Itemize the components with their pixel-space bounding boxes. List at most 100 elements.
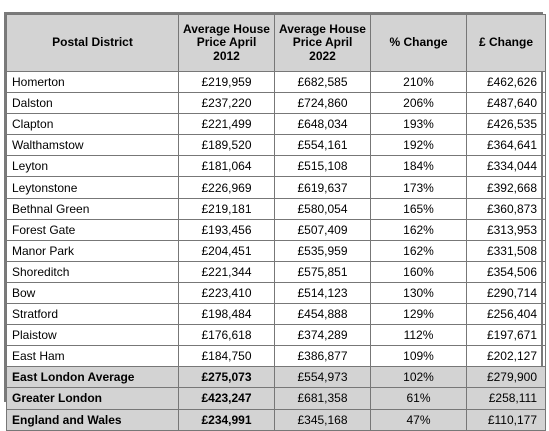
cell-gbp-change: £313,953 bbox=[466, 218, 546, 241]
cell-gbp-change: £487,640 bbox=[466, 92, 546, 115]
cell-pct-change: 192% bbox=[370, 134, 467, 157]
house-price-table: Postal District Average House Price Apri… bbox=[6, 14, 546, 431]
cell-district: Homerton bbox=[6, 70, 179, 94]
cell-gbp-change: £202,127 bbox=[466, 345, 546, 368]
cell-gbp-change: £331,508 bbox=[466, 239, 546, 262]
table-row: Bow £223,410 £514,123 130% £290,714 bbox=[6, 281, 546, 305]
cell-district: England and Wales bbox=[6, 408, 179, 431]
cell-district: Stratford bbox=[6, 303, 179, 326]
cell-district: Forest Gate bbox=[6, 218, 179, 241]
cell-price-2012: £219,181 bbox=[178, 197, 275, 220]
cell-price-2022: £648,034 bbox=[274, 113, 371, 136]
cell-price-2022: £535,959 bbox=[274, 239, 371, 262]
cell-pct-change: 206% bbox=[370, 92, 467, 115]
cell-price-2022: £507,409 bbox=[274, 218, 371, 241]
cell-price-2012: £181,064 bbox=[178, 155, 275, 178]
cell-price-2012: £189,520 bbox=[178, 134, 275, 157]
table-row: Plaistow £176,618 £374,289 112% £197,671 bbox=[6, 324, 546, 347]
cell-price-2022: £374,289 bbox=[274, 324, 371, 347]
cell-gbp-change: £256,404 bbox=[466, 303, 546, 326]
table-row: Stratford £198,484 £454,888 129% £256,404 bbox=[6, 303, 546, 326]
cell-gbp-change: £279,900 bbox=[466, 366, 546, 389]
cell-district: East Ham bbox=[6, 345, 179, 368]
cell-price-2012: £193,456 bbox=[178, 218, 275, 241]
cell-price-2022: £682,585 bbox=[274, 70, 371, 94]
table-row: Shoreditch £221,344 £575,851 160% £354,506 bbox=[6, 260, 546, 283]
cell-price-2012: £234,991 bbox=[178, 408, 275, 431]
cell-price-2022: £454,888 bbox=[274, 303, 371, 326]
summary-row: Greater London £423,247 £681,358 61% £258,11… bbox=[6, 387, 546, 410]
cell-price-2022: £681,358 bbox=[274, 387, 371, 410]
cell-district: Bethnal Green bbox=[6, 197, 179, 220]
cell-price-2012: £423,247 bbox=[178, 387, 275, 410]
cell-price-2012: £176,618 bbox=[178, 324, 275, 347]
cell-gbp-change: £258,111 bbox=[466, 387, 546, 410]
cell-pct-change: 47% bbox=[370, 408, 467, 431]
cell-gbp-change: £364,641 bbox=[466, 134, 546, 157]
cell-price-2012: £275,073 bbox=[178, 366, 275, 389]
table-row: East Ham £184,750 £386,877 109% £202,127 bbox=[6, 345, 546, 368]
cell-price-2012: £198,484 bbox=[178, 303, 275, 326]
header-row: Postal District Average House Price Apri… bbox=[6, 14, 546, 72]
header-pct-change: % Change bbox=[370, 14, 467, 72]
header-postal-district: Postal District bbox=[6, 14, 179, 72]
cell-price-2012: £184,750 bbox=[178, 345, 275, 368]
table-row: Leytonstone £226,969 £619,637 173% £392,668 bbox=[6, 176, 546, 199]
cell-gbp-change: £392,668 bbox=[466, 176, 546, 199]
cell-price-2022: £515,108 bbox=[274, 155, 371, 178]
header-gbp-change: £ Change bbox=[466, 14, 546, 72]
cell-pct-change: 162% bbox=[370, 239, 467, 262]
cell-district: Clapton bbox=[6, 113, 179, 136]
table-row: Walthamstow £189,520 £554,161 192% £364,641 bbox=[6, 134, 546, 157]
cell-price-2012: £221,499 bbox=[178, 113, 275, 136]
house-price-table-frame: Postal District Average House Price Apri… bbox=[4, 12, 546, 431]
table-row: Forest Gate £193,456 £507,409 162% £313,953 bbox=[6, 218, 546, 241]
cell-price-2012: £226,969 bbox=[178, 176, 275, 199]
cell-price-2022: £514,123 bbox=[274, 281, 371, 305]
cell-gbp-change: £360,873 bbox=[466, 197, 546, 220]
cell-price-2022: £345,168 bbox=[274, 408, 371, 431]
cell-district: Manor Park bbox=[6, 239, 179, 262]
cell-pct-change: 61% bbox=[370, 387, 467, 410]
cell-district: Shoreditch bbox=[6, 260, 179, 283]
cell-pct-change: 184% bbox=[370, 155, 467, 178]
cell-pct-change: 129% bbox=[370, 303, 467, 326]
cell-price-2022: £554,161 bbox=[274, 134, 371, 157]
cell-pct-change: 102% bbox=[370, 366, 467, 389]
header-price-2022: Average House Price April 2022 bbox=[274, 14, 371, 72]
cell-pct-change: 130% bbox=[370, 281, 467, 305]
cell-gbp-change: £354,506 bbox=[466, 260, 546, 283]
table-row: Leyton £181,064 £515,108 184% £334,044 bbox=[6, 155, 546, 178]
cell-price-2022: £724,860 bbox=[274, 92, 371, 115]
cell-pct-change: 162% bbox=[370, 218, 467, 241]
cell-pct-change: 165% bbox=[370, 197, 467, 220]
cell-pct-change: 173% bbox=[370, 176, 467, 199]
cell-district: Bow bbox=[6, 281, 179, 305]
cell-gbp-change: £334,044 bbox=[466, 155, 546, 178]
cell-district: Leytonstone bbox=[6, 176, 179, 199]
cell-price-2022: £575,851 bbox=[274, 260, 371, 283]
cell-district: Plaistow bbox=[6, 324, 179, 347]
summary-row: England and Wales £234,991 £345,168 47% £110… bbox=[6, 408, 546, 431]
cell-price-2022: £619,637 bbox=[274, 176, 371, 199]
table-row: Bethnal Green £219,181 £580,054 165% £360,87… bbox=[6, 197, 546, 220]
cell-price-2012: £219,959 bbox=[178, 70, 275, 94]
table-row: Dalston £237,220 £724,860 206% £487,640 bbox=[6, 92, 546, 115]
cell-pct-change: 193% bbox=[370, 113, 467, 136]
cell-district: Greater London bbox=[6, 387, 179, 410]
cell-gbp-change: £290,714 bbox=[466, 281, 546, 305]
cell-gbp-change: £426,535 bbox=[466, 113, 546, 136]
cell-price-2012: £221,344 bbox=[178, 260, 275, 283]
cell-gbp-change: £462,626 bbox=[466, 70, 546, 94]
cell-pct-change: 109% bbox=[370, 345, 467, 368]
cell-district: East London Average bbox=[6, 366, 179, 389]
cell-pct-change: 112% bbox=[370, 324, 467, 347]
cell-gbp-change: £110,177 bbox=[466, 408, 546, 431]
cell-district: Leyton bbox=[6, 155, 179, 178]
cell-price-2012: £204,451 bbox=[178, 239, 275, 262]
cell-price-2012: £223,410 bbox=[178, 281, 275, 305]
cell-price-2022: £554,973 bbox=[274, 366, 371, 389]
cell-district: Dalston bbox=[6, 92, 179, 115]
cell-pct-change: 160% bbox=[370, 260, 467, 283]
table-row: Homerton £219,959 £682,585 210% £462,626 bbox=[6, 70, 546, 94]
